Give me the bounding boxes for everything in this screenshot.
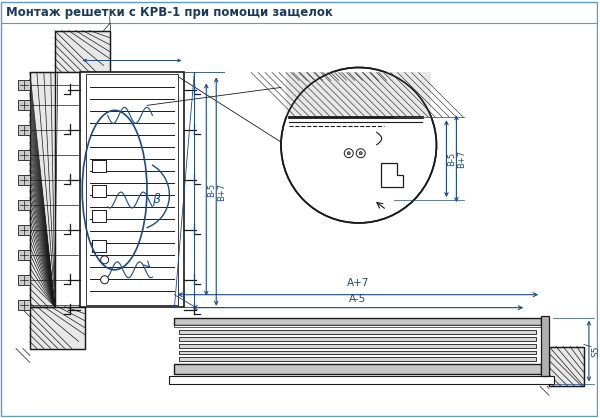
Bar bbox=[549, 347, 584, 386]
Bar bbox=[55, 31, 110, 72]
Bar bbox=[80, 72, 184, 307]
Bar bbox=[18, 125, 30, 135]
Bar bbox=[18, 275, 30, 285]
Bar bbox=[86, 74, 178, 305]
Bar bbox=[169, 377, 554, 385]
Circle shape bbox=[281, 67, 436, 223]
Bar bbox=[30, 307, 85, 349]
Bar bbox=[18, 150, 30, 160]
Bar bbox=[179, 329, 536, 334]
Bar bbox=[18, 250, 30, 260]
Bar bbox=[18, 200, 30, 210]
Circle shape bbox=[359, 152, 362, 155]
Bar bbox=[55, 31, 110, 72]
Bar bbox=[92, 160, 106, 172]
Bar bbox=[175, 364, 541, 375]
Bar bbox=[92, 210, 106, 222]
Text: A+7: A+7 bbox=[347, 278, 369, 288]
Bar bbox=[179, 336, 536, 341]
Bar bbox=[18, 100, 30, 110]
Bar bbox=[541, 316, 549, 377]
Bar bbox=[286, 72, 431, 117]
Bar bbox=[30, 307, 85, 349]
Text: B-5: B-5 bbox=[448, 152, 457, 166]
Text: B+7: B+7 bbox=[457, 150, 466, 168]
Text: S5: S5 bbox=[591, 345, 600, 357]
Bar bbox=[179, 351, 536, 354]
Circle shape bbox=[344, 149, 353, 158]
Circle shape bbox=[356, 149, 365, 158]
Bar bbox=[18, 300, 30, 310]
Bar bbox=[30, 72, 55, 307]
Circle shape bbox=[101, 256, 109, 264]
Text: B+7: B+7 bbox=[217, 183, 226, 201]
Bar bbox=[92, 240, 106, 252]
Bar bbox=[549, 347, 584, 386]
Polygon shape bbox=[380, 163, 403, 187]
Bar bbox=[179, 364, 536, 368]
Circle shape bbox=[101, 276, 109, 284]
Text: B-5: B-5 bbox=[207, 183, 216, 196]
Bar bbox=[18, 80, 30, 90]
Text: β: β bbox=[152, 193, 160, 206]
Bar bbox=[179, 357, 536, 362]
Bar bbox=[175, 325, 541, 326]
Bar bbox=[18, 175, 30, 185]
Bar bbox=[179, 344, 536, 347]
Text: A-5: A-5 bbox=[349, 294, 367, 303]
Bar bbox=[30, 72, 55, 307]
Text: Монтаж решетки с КРВ-1 при помощи защелок: Монтаж решетки с КРВ-1 при помощи защело… bbox=[6, 6, 333, 19]
Bar bbox=[92, 185, 106, 197]
Bar bbox=[175, 318, 541, 325]
Bar bbox=[18, 225, 30, 235]
Circle shape bbox=[347, 152, 350, 155]
